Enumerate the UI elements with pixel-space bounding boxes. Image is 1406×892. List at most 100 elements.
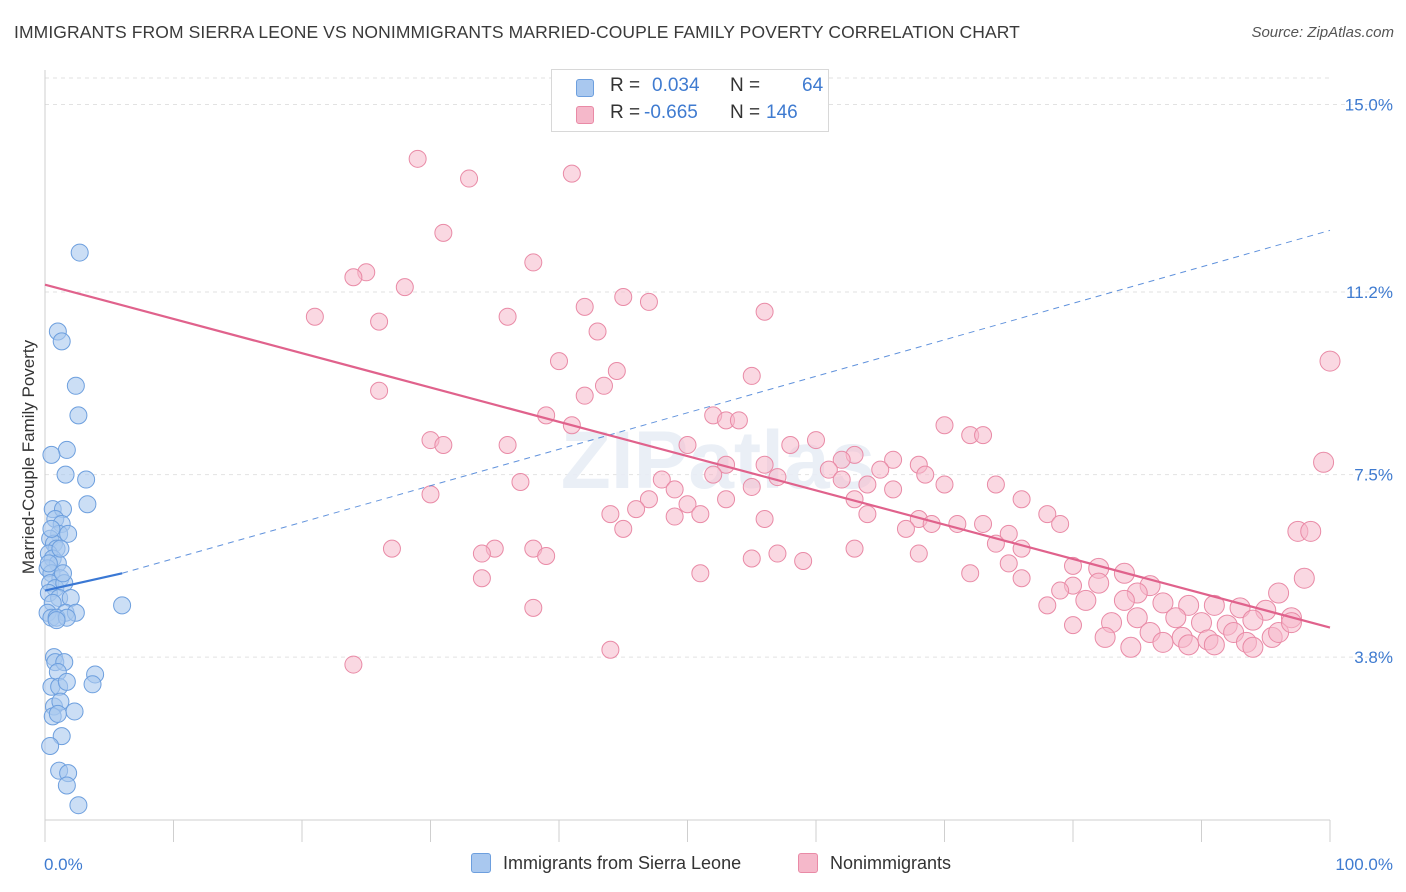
nonimmigrant-point: [832, 450, 851, 469]
nonimmigrant-point: [1088, 572, 1110, 594]
nonimmigrant-point: [1113, 589, 1135, 611]
y-tick-label: 15.0%: [1345, 96, 1393, 115]
immigrant-point: [59, 524, 78, 543]
nonimmigrant-point: [1120, 636, 1142, 658]
correlation-legend: R = 0.034 N = 64 R = -0.665 N = 146: [551, 69, 829, 132]
nonimmigrant-point: [1178, 594, 1200, 616]
nonimmigrant-point: [781, 436, 800, 454]
nonimmigrant-point: [607, 361, 626, 380]
chart-title: IMMIGRANTS FROM SIERRA LEONE VS NONIMMIG…: [14, 22, 1020, 42]
immigrant-point: [41, 736, 60, 755]
immigrant-point: [51, 539, 70, 558]
nonimmigrant-point: [678, 436, 697, 454]
nonimmigrant-point: [614, 519, 633, 538]
nonimmigrant-point: [755, 302, 774, 321]
legend-swatch-pink: [798, 853, 818, 873]
nonimmigrant-point: [370, 312, 389, 331]
nonimmigrant-point: [370, 381, 389, 400]
nonimmigrant-point: [1203, 594, 1225, 616]
nonimmigrant-point: [472, 569, 491, 588]
nonimmigrant-point: [594, 376, 613, 395]
nonimmigrant-point: [562, 164, 581, 183]
immigrant-point: [113, 596, 132, 615]
nonimmigrant-point: [1038, 505, 1057, 524]
nonimmigrant-point: [537, 406, 556, 425]
nonimmigrant-point: [858, 505, 877, 524]
nonimmigrant-trend-line: [44, 283, 1331, 629]
nonimmigrant-point: [575, 386, 594, 405]
nonimmigrant-point: [832, 470, 851, 489]
nonimmigrant-point: [884, 450, 903, 469]
immigrant-point: [52, 727, 71, 746]
nonimmigrant-point: [498, 436, 517, 454]
nonimmigrant-point: [858, 475, 877, 494]
legend-n-label: N =: [730, 102, 761, 123]
nonimmigrant-point: [511, 473, 530, 492]
nonimmigrant-point: [575, 297, 594, 316]
y-tick-label: 11.2%: [1346, 283, 1393, 302]
nonimmigrant-point: [794, 551, 813, 570]
legend-swatch-blue: [576, 79, 594, 97]
nonimmigrant-point: [1012, 569, 1031, 588]
nonimmigrant-point: [819, 460, 838, 479]
nonimmigrant-point: [986, 475, 1005, 494]
legend-r-label: R =: [610, 75, 641, 96]
x-tick-label: 0.0%: [44, 855, 83, 874]
nonimmigrant-point: [434, 223, 453, 242]
nonimmigrant-point: [961, 564, 980, 583]
nonimmigrant-point: [768, 468, 787, 487]
legend-n-value: 64: [802, 75, 824, 96]
nonimmigrant-point: [627, 500, 646, 519]
nonimmigrant-point: [344, 655, 363, 674]
nonimmigrant-point: [601, 640, 620, 659]
grid-lines: [45, 77, 1392, 658]
nonimmigrant-point: [691, 505, 710, 524]
immigrant-point: [53, 564, 72, 583]
immigrant-point: [83, 675, 102, 694]
nonimmigrant-point: [742, 477, 761, 496]
legend-swatch-blue: [471, 853, 491, 873]
nonimmigrant-point: [871, 460, 890, 479]
nonimmigrant-point: [678, 495, 697, 514]
immigrant-point: [57, 776, 76, 795]
nonimmigrant-point: [755, 510, 774, 529]
nonimmigrant-point: [896, 519, 915, 538]
nonimmigrant-point: [1126, 607, 1148, 629]
nonimmigrant-point: [434, 436, 453, 454]
immigrant-point: [47, 611, 66, 630]
x-tick-label: 100.0%: [1335, 855, 1393, 874]
nonimmigrant-point: [1152, 592, 1174, 614]
nonimmigrant-point: [614, 287, 633, 306]
immigrant-point: [69, 406, 88, 425]
y-tick-label: 7.5%: [1354, 466, 1393, 485]
nonimmigrant-point: [717, 490, 736, 509]
legend-n-value: 146: [766, 102, 798, 123]
nonimmigrant-point: [704, 465, 723, 484]
y-axis-label: Married-Couple Family Poverty: [19, 339, 38, 574]
nonimmigrant-point: [807, 431, 825, 450]
nonimmigrant-point: [344, 268, 363, 287]
nonimmigrant-point: [916, 465, 935, 484]
nonimmigrant-point: [755, 455, 774, 474]
legend-row-nonimmigrants: R = -0.665 N = 146: [552, 102, 828, 128]
immigrant-point: [77, 470, 96, 489]
nonimmigrant-point: [1075, 589, 1097, 611]
legend-label-immigrants: Immigrants from Sierra Leone: [503, 853, 742, 873]
nonimmigrant-point: [524, 253, 543, 272]
source-label: Source: ZipAtlas.com: [1251, 24, 1394, 41]
nonimmigrant-point: [1051, 581, 1070, 600]
nonimmigrant-point: [884, 480, 903, 499]
nonimmigrant-point: [845, 539, 864, 558]
nonimmigrant-point: [639, 292, 658, 311]
axes: [44, 70, 1331, 842]
nonimmigrant-point: [974, 426, 993, 445]
nonimmigrant-point: [742, 549, 761, 568]
nonimmigrant-point: [395, 278, 414, 297]
legend-r-value: 0.034: [652, 75, 700, 96]
nonimmigrant-point: [408, 149, 427, 168]
immigrant-point: [52, 332, 71, 351]
nonimmigrant-point: [524, 598, 543, 617]
trend-lines: [44, 229, 1331, 629]
immigrant-point: [65, 702, 84, 721]
